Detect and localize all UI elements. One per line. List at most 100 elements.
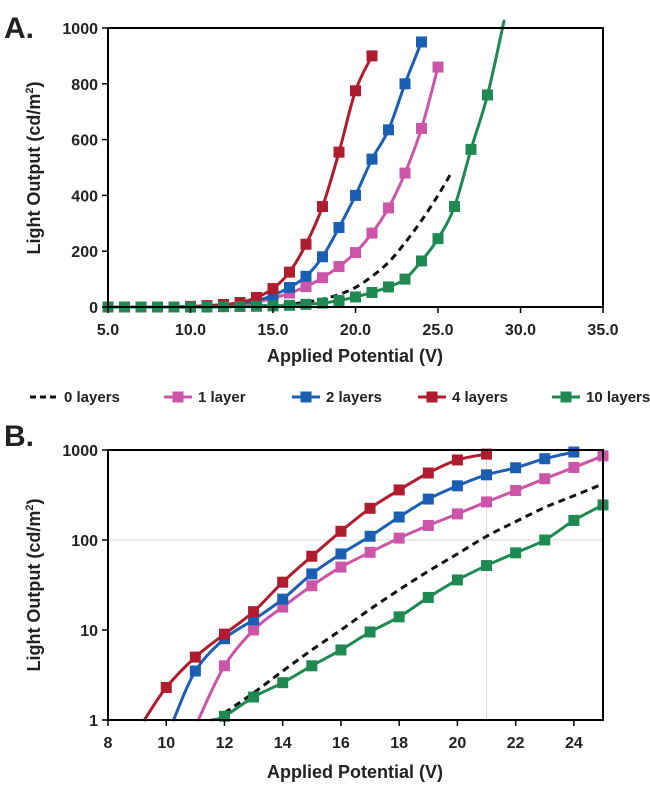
panel-b-point-10-layers: [568, 514, 580, 526]
panel-b-point-4-layers: [451, 454, 463, 466]
panel-a-y-tick-label: 400: [71, 188, 98, 205]
legend-swatch-marker: [560, 391, 572, 403]
panel-b-x-tick-label: 12: [216, 735, 234, 752]
panel-a-x-axis-label: Applied Potential (V): [267, 346, 443, 366]
panel-b-series-1-layer: [196, 450, 609, 722]
panel-a-point-2-layers: [300, 270, 312, 282]
panel-b-point-10-layers: [306, 660, 318, 672]
panel-a-point-4-layers: [350, 85, 361, 97]
legend-item-10-layers: 10 layers: [552, 389, 650, 406]
panel-b-point-2-layers: [451, 480, 463, 492]
panel-a-point-10-layers: [366, 286, 378, 298]
panel-a-point-2-layers: [267, 289, 279, 301]
panel-a-plot-frame: [107, 27, 604, 308]
panel-a-point-10-layers: [317, 297, 328, 309]
panel-b-x-tick-label: 18: [390, 735, 408, 752]
panel-a-point-1-layer: [317, 272, 328, 284]
panel-b-point-4-layers: [218, 628, 230, 640]
panel-a-y-tick-label: 0: [89, 300, 98, 317]
legend-label: 1 layer: [198, 389, 246, 406]
legend-item-2-layers: 2 layers: [292, 389, 382, 406]
panel-a-point-10-layers: [465, 143, 477, 155]
panel-b-point-2-layers: [306, 568, 318, 580]
panel-a-y-tick-label: 200: [71, 244, 98, 261]
panel-b-point-4-layers: [248, 606, 260, 618]
panel-a-point-10-layers: [267, 300, 279, 312]
panel-a-point-2-layers: [416, 36, 427, 48]
legend-item-1-layer: 1 layer: [164, 389, 246, 406]
panel-a-point-10-layers: [482, 89, 493, 101]
panel-b-point-4-layers: [393, 484, 405, 496]
panel-a-point-10-layers: [449, 201, 460, 213]
panel-b-series-4-layers: [142, 448, 493, 722]
panel-a-point-10-layers: [432, 233, 444, 245]
panel-b-point-1-layer: [539, 473, 551, 485]
panel-b-x-tick-label: 10: [157, 735, 175, 752]
panel-b-y-tick-label: 10: [80, 623, 98, 640]
panel-a-point-4-layers: [284, 266, 295, 278]
panel-a-point-10-layers: [333, 295, 345, 307]
panel-a-x-tick-label: 10.0: [175, 322, 206, 339]
panel-b-point-1-layer: [510, 484, 522, 496]
panel-b-point-2-layers: [568, 446, 580, 458]
panel-a-point-1-layer: [284, 287, 295, 299]
panel-b-x-tick-label: 16: [332, 735, 350, 752]
panel-a-series-0-layers: [223, 172, 453, 309]
panel-a-point-1-layer: [383, 202, 394, 214]
panel-b-x-tick-label: 22: [507, 735, 525, 752]
panel-a-y-axis-label: Light Output (cd/m2): [24, 81, 44, 254]
panel-b-line-1-layer: [196, 454, 605, 722]
panel-b-point-4-layers: [306, 550, 318, 562]
panel-b-point-2-layers: [189, 665, 201, 677]
panel-b-point-2-layers: [422, 493, 434, 505]
panel-a-point-10-layers: [300, 298, 312, 310]
panel-a-point-4-layers: [300, 238, 312, 250]
panel-b-series-2-layers: [172, 446, 580, 722]
legend-swatch-marker: [300, 391, 312, 403]
panel-b-point-10-layers: [510, 547, 522, 559]
panel-a-point-2-layers: [350, 189, 361, 201]
panel-a-series-4-layers: [102, 50, 378, 313]
panel-a-point-1-layer: [366, 227, 378, 239]
panel-b-point-10-layers: [335, 644, 347, 656]
panel-a-point-4-layers: [366, 50, 378, 62]
panel-b-point-4-layers: [160, 681, 172, 693]
panel-b-point-4-layers: [335, 525, 347, 537]
panel-b-y-tick-label: 100: [71, 533, 98, 550]
legend-item-4-layers: 4 layers: [418, 389, 508, 406]
legend: 0 layers 1 layer 2 layers 4 layers 10 layers: [30, 389, 650, 406]
panel-b-x-tick-label: 24: [565, 735, 583, 752]
panel-a-point-2-layers: [317, 251, 328, 263]
panel-a-x-tick-label: 5.0: [97, 322, 119, 339]
legend-label: 2 layers: [326, 389, 382, 406]
legend-item-0-layers: 0 layers: [30, 389, 120, 406]
panel-a-x-tick-label: 25.0: [422, 322, 453, 339]
panel-a: A. 5.0 10.0 15.0 20.0 25.0 30.0 35.0 0 200 400 600…: [4, 12, 619, 366]
panel-a-point-1-layer: [399, 167, 411, 179]
panel-b-letter: B.: [4, 420, 34, 453]
legend-swatch-marker: [172, 391, 184, 403]
panel-a-series-10-layers: [102, 19, 506, 313]
panel-b-x-tick-label: 20: [449, 735, 467, 752]
panel-b-point-1-layer: [364, 546, 376, 558]
panel-b-point-1-layer: [306, 580, 318, 592]
panel-a-line-2-layers: [106, 40, 423, 309]
panel-a-point-2-layers: [366, 153, 378, 165]
panel-b-point-10-layers: [539, 534, 551, 546]
panel-a-point-2-layers: [399, 78, 411, 90]
panel-a-point-10-layers: [284, 299, 295, 311]
panel-b-point-10-layers: [364, 626, 376, 638]
panel-a-series-1-layer: [102, 61, 444, 313]
panel-b-point-10-layers: [393, 611, 405, 623]
panel-b-x-tick-label: 14: [274, 735, 292, 752]
panel-b-plot-frame: [107, 449, 604, 721]
panel-b-series-0-layers: [223, 482, 604, 715]
panel-b-y-axis-label: Light Output (cd/m2): [24, 498, 44, 671]
panel-a-y-tick-label: 800: [71, 77, 98, 94]
panel-a-point-2-layers: [383, 124, 394, 136]
panel-b-point-10-layers: [218, 710, 230, 722]
panel-a-x-tick-label: 35.0: [587, 322, 618, 339]
panel-b-point-4-layers: [422, 467, 434, 479]
panel-a-point-1-layer: [432, 61, 444, 73]
panel-a-point-10-layers: [416, 255, 427, 267]
